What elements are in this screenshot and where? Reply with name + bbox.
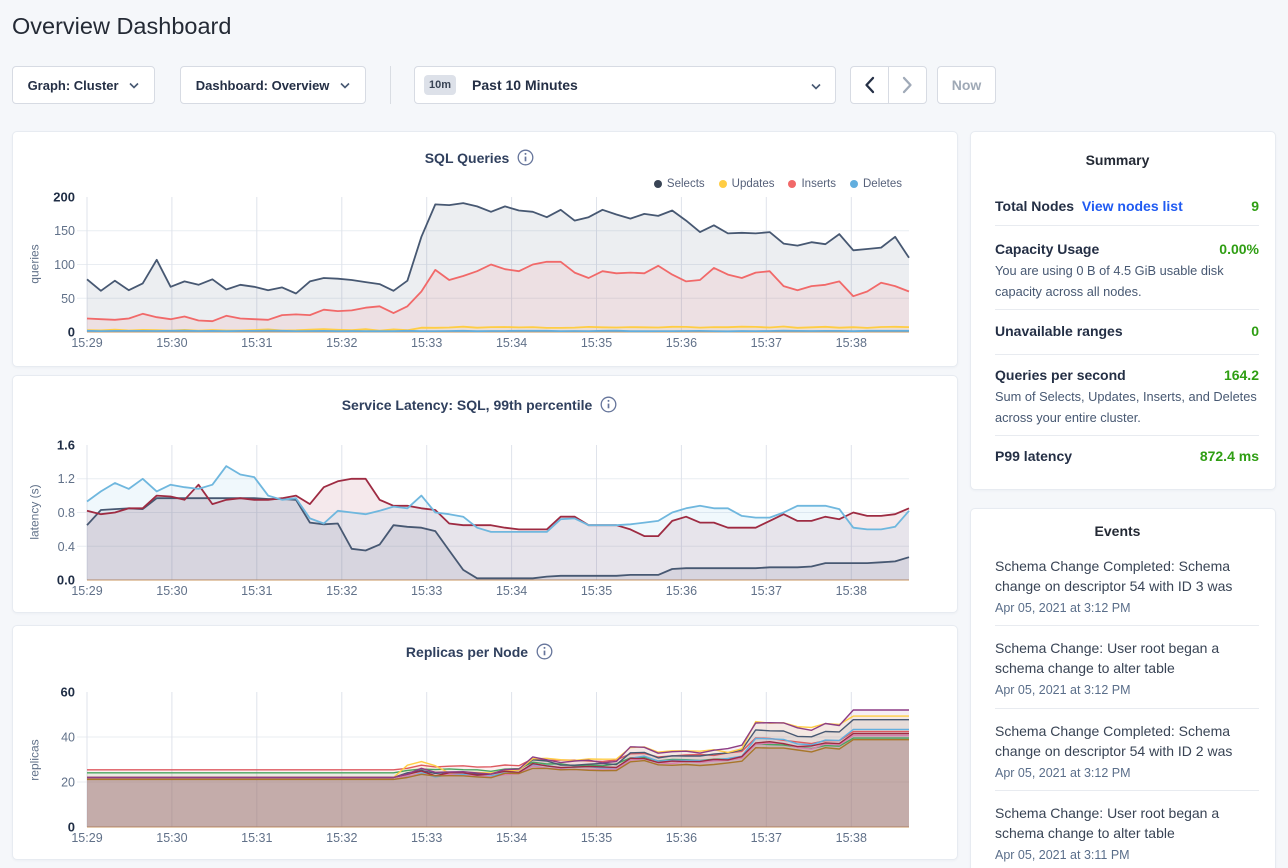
svg-text:60: 60 [61, 685, 75, 700]
svg-text:0.4: 0.4 [58, 540, 75, 554]
svg-text:15:33: 15:33 [411, 831, 442, 845]
svg-text:15:34: 15:34 [496, 831, 527, 845]
svg-text:20: 20 [61, 776, 75, 790]
svg-text:15:38: 15:38 [836, 336, 867, 350]
svg-text:15:36: 15:36 [666, 831, 697, 845]
svg-text:15:37: 15:37 [751, 584, 782, 598]
svg-text:15:29: 15:29 [71, 336, 102, 350]
svg-text:15:34: 15:34 [496, 584, 527, 598]
svg-text:15:31: 15:31 [241, 336, 272, 350]
svg-text:15:38: 15:38 [836, 831, 867, 845]
svg-text:15:31: 15:31 [241, 831, 272, 845]
svg-text:0: 0 [68, 820, 75, 835]
svg-text:15:32: 15:32 [326, 831, 357, 845]
svg-text:15:31: 15:31 [241, 584, 272, 598]
svg-text:15:32: 15:32 [326, 584, 357, 598]
svg-text:15:36: 15:36 [666, 336, 697, 350]
svg-text:0.8: 0.8 [58, 506, 75, 520]
svg-text:15:37: 15:37 [751, 336, 782, 350]
svg-text:15:30: 15:30 [156, 336, 187, 350]
svg-text:150: 150 [54, 224, 75, 238]
svg-text:100: 100 [54, 258, 75, 272]
svg-text:15:38: 15:38 [836, 584, 867, 598]
svg-text:40: 40 [61, 731, 75, 745]
svg-text:15:35: 15:35 [581, 336, 612, 350]
svg-text:15:35: 15:35 [581, 831, 612, 845]
svg-text:1.6: 1.6 [57, 438, 75, 453]
svg-text:15:30: 15:30 [156, 831, 187, 845]
svg-text:latency (s): latency (s) [28, 484, 42, 539]
svg-text:15:33: 15:33 [411, 584, 442, 598]
svg-text:15:34: 15:34 [496, 336, 527, 350]
svg-text:replicas: replicas [28, 739, 42, 780]
svg-text:15:37: 15:37 [751, 831, 782, 845]
svg-text:15:36: 15:36 [666, 584, 697, 598]
svg-text:1.2: 1.2 [58, 472, 75, 486]
svg-text:15:35: 15:35 [581, 584, 612, 598]
svg-text:15:32: 15:32 [326, 336, 357, 350]
svg-text:200: 200 [53, 190, 75, 205]
svg-text:15:30: 15:30 [156, 584, 187, 598]
svg-text:0: 0 [68, 325, 75, 340]
svg-text:0.0: 0.0 [57, 573, 75, 588]
svg-text:15:29: 15:29 [71, 831, 102, 845]
svg-text:queries: queries [28, 244, 42, 283]
svg-text:50: 50 [61, 292, 75, 306]
svg-text:15:29: 15:29 [71, 584, 102, 598]
svg-text:15:33: 15:33 [411, 336, 442, 350]
